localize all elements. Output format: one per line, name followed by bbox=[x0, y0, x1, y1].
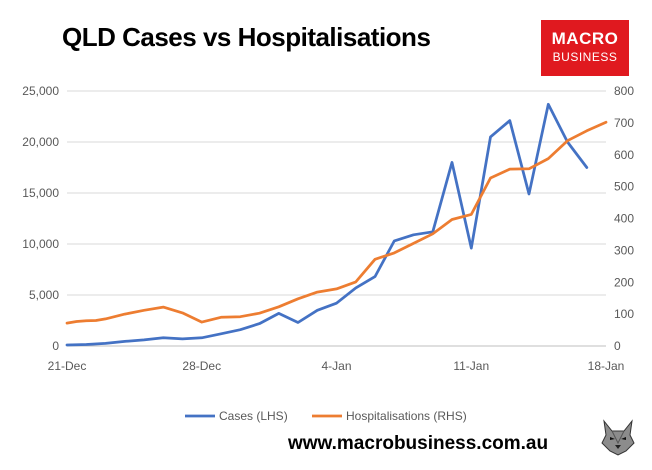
logo-line2: BUSINESS bbox=[552, 50, 618, 64]
y-right-tick-label: 100 bbox=[614, 307, 634, 321]
x-tick-label: 11-Jan bbox=[453, 359, 489, 373]
x-tick-label: 18-Jan bbox=[588, 359, 625, 373]
website-url: www.macrobusiness.com.au bbox=[288, 433, 549, 454]
y-left-tick-label: 5,000 bbox=[29, 288, 59, 302]
x-axis: 21-Dec 28-Dec 4-Jan 11-Jan 18-Jan bbox=[48, 345, 625, 373]
legend-label: Hospitalisations (RHS) bbox=[346, 409, 467, 423]
x-tick-label: 21-Dec bbox=[48, 359, 87, 373]
x-tick-label: 4-Jan bbox=[321, 359, 351, 373]
y-right-tick-label: 400 bbox=[614, 212, 634, 226]
y-right-tick-label: 600 bbox=[614, 148, 634, 162]
legend-label: Cases (LHS) bbox=[219, 409, 288, 423]
y-right-tick-label: 800 bbox=[614, 84, 634, 98]
y-right-tick-label: 700 bbox=[614, 116, 634, 130]
y-right-tick-label: 0 bbox=[614, 339, 621, 353]
cases-series-line bbox=[65, 102, 589, 347]
chart-title: QLD Cases vs Hospitalisations bbox=[62, 22, 431, 52]
macrobusiness-logo: MACRO BUSINESS bbox=[541, 20, 629, 76]
gridlines bbox=[67, 90, 606, 296]
y-right-tick-label: 200 bbox=[614, 275, 634, 289]
legend: Cases (LHS) Hospitalisations (RHS) bbox=[185, 409, 467, 423]
y-axis-left: 0 5,000 10,000 15,000 20,000 25,000 bbox=[22, 84, 59, 353]
series-lines bbox=[65, 102, 608, 347]
y-left-tick-label: 0 bbox=[52, 339, 59, 353]
wolf-logo-icon bbox=[598, 417, 638, 457]
y-left-tick-label: 20,000 bbox=[22, 135, 59, 149]
y-left-tick-label: 15,000 bbox=[22, 186, 59, 200]
y-right-tick-label: 500 bbox=[614, 180, 634, 194]
y-axis-right: 0 100 200 300 400 500 600 700 800 bbox=[614, 84, 634, 353]
y-left-tick-label: 25,000 bbox=[22, 84, 59, 98]
hospitalisations-series-line bbox=[65, 120, 608, 325]
y-left-tick-label: 10,000 bbox=[22, 237, 59, 251]
x-tick-label: 28-Dec bbox=[182, 359, 221, 373]
y-right-tick-label: 300 bbox=[614, 243, 634, 257]
logo-line1: MACRO bbox=[551, 29, 619, 48]
